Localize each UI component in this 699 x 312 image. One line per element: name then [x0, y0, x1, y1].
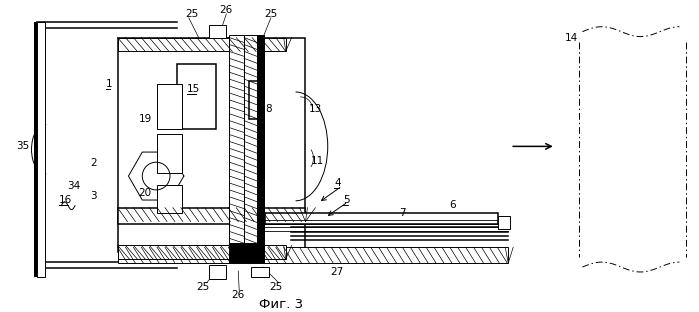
Bar — [117, 208, 305, 223]
Bar — [229, 35, 244, 252]
Text: 11: 11 — [310, 156, 324, 166]
Bar — [229, 247, 244, 252]
Bar — [157, 185, 182, 213]
Bar — [229, 243, 265, 263]
Text: 25: 25 — [264, 9, 278, 19]
Text: 5: 5 — [343, 195, 350, 205]
Text: 15: 15 — [187, 84, 200, 94]
Bar — [208, 265, 226, 279]
Bar — [249, 81, 263, 119]
Bar — [117, 247, 508, 263]
Text: 6: 6 — [449, 200, 456, 210]
Bar — [117, 37, 286, 51]
Text: 25: 25 — [196, 282, 210, 292]
Bar — [177, 64, 217, 129]
Text: 2: 2 — [90, 158, 96, 168]
Text: 25: 25 — [269, 282, 282, 292]
Bar — [208, 25, 226, 37]
Bar — [117, 37, 236, 252]
Text: 1: 1 — [106, 79, 113, 89]
Text: 16: 16 — [59, 195, 73, 205]
Bar — [257, 35, 265, 252]
Text: 8: 8 — [265, 104, 272, 114]
Bar — [34, 22, 38, 277]
Bar — [117, 245, 286, 259]
Text: 19: 19 — [138, 114, 152, 124]
Bar — [251, 267, 269, 277]
Text: Фиг. 3: Фиг. 3 — [259, 298, 303, 311]
Text: 3: 3 — [90, 191, 96, 201]
Bar — [265, 213, 498, 223]
Bar — [157, 134, 182, 173]
Text: 26: 26 — [231, 290, 245, 300]
Text: 4: 4 — [334, 178, 341, 188]
Text: 25: 25 — [185, 9, 198, 19]
Text: 34: 34 — [67, 181, 80, 191]
Text: 27: 27 — [330, 267, 343, 277]
Text: 20: 20 — [138, 188, 152, 198]
Bar — [38, 22, 45, 277]
Bar — [244, 35, 257, 252]
Text: 7: 7 — [399, 208, 406, 218]
Text: 35: 35 — [15, 141, 29, 151]
Text: 14: 14 — [565, 32, 578, 42]
Bar — [157, 84, 182, 129]
Bar — [231, 37, 305, 252]
Bar — [498, 216, 510, 229]
Text: 26: 26 — [219, 5, 233, 15]
Text: 13: 13 — [308, 104, 322, 114]
